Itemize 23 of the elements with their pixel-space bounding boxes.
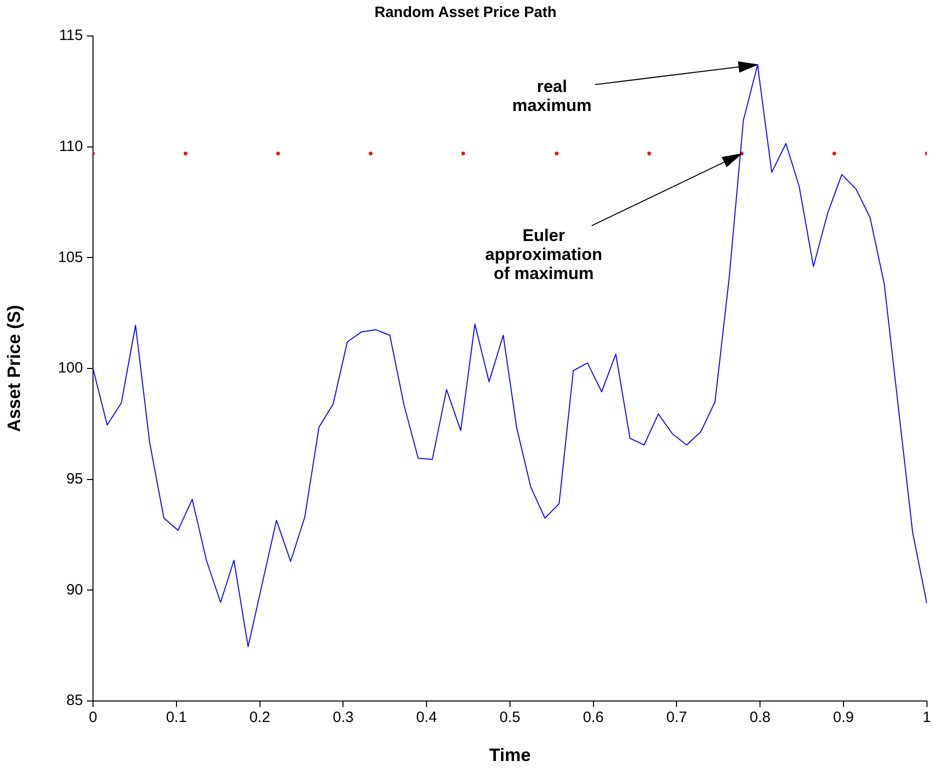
y-tick-label: 100 xyxy=(58,360,83,377)
x-tick-label: 0.7 xyxy=(666,709,688,726)
y-tick-label: 110 xyxy=(59,138,83,155)
x-tick-label: 0.3 xyxy=(332,709,354,726)
annotation: Euler approximation of maximum xyxy=(485,226,602,283)
x-tick-label: 0.9 xyxy=(833,709,854,726)
x-axis-title: Time xyxy=(489,745,531,766)
chart-title: Random Asset Price Path xyxy=(374,4,556,22)
x-tick-label: 0.6 xyxy=(582,709,604,726)
x-tick-label: 0.1 xyxy=(166,709,187,726)
x-tick-label: 1 xyxy=(922,709,931,726)
x-tick-label: 0.4 xyxy=(416,709,437,726)
x-tick-label: 0.8 xyxy=(750,709,770,726)
y-tick-label: 95 xyxy=(66,470,83,488)
x-tick-label: 0.2 xyxy=(249,709,270,726)
y-tick-label: 105 xyxy=(58,248,83,266)
y-axis-title: Asset Price (S) xyxy=(4,304,24,432)
x-tick-label: 0 xyxy=(88,709,98,726)
x-tick-label: 0.5 xyxy=(499,709,520,726)
y-tick-label: 90 xyxy=(66,581,83,598)
annotation: real maximum xyxy=(512,76,592,115)
y-tick-label: 85 xyxy=(66,692,83,710)
y-tick-label: 115 xyxy=(59,27,83,44)
